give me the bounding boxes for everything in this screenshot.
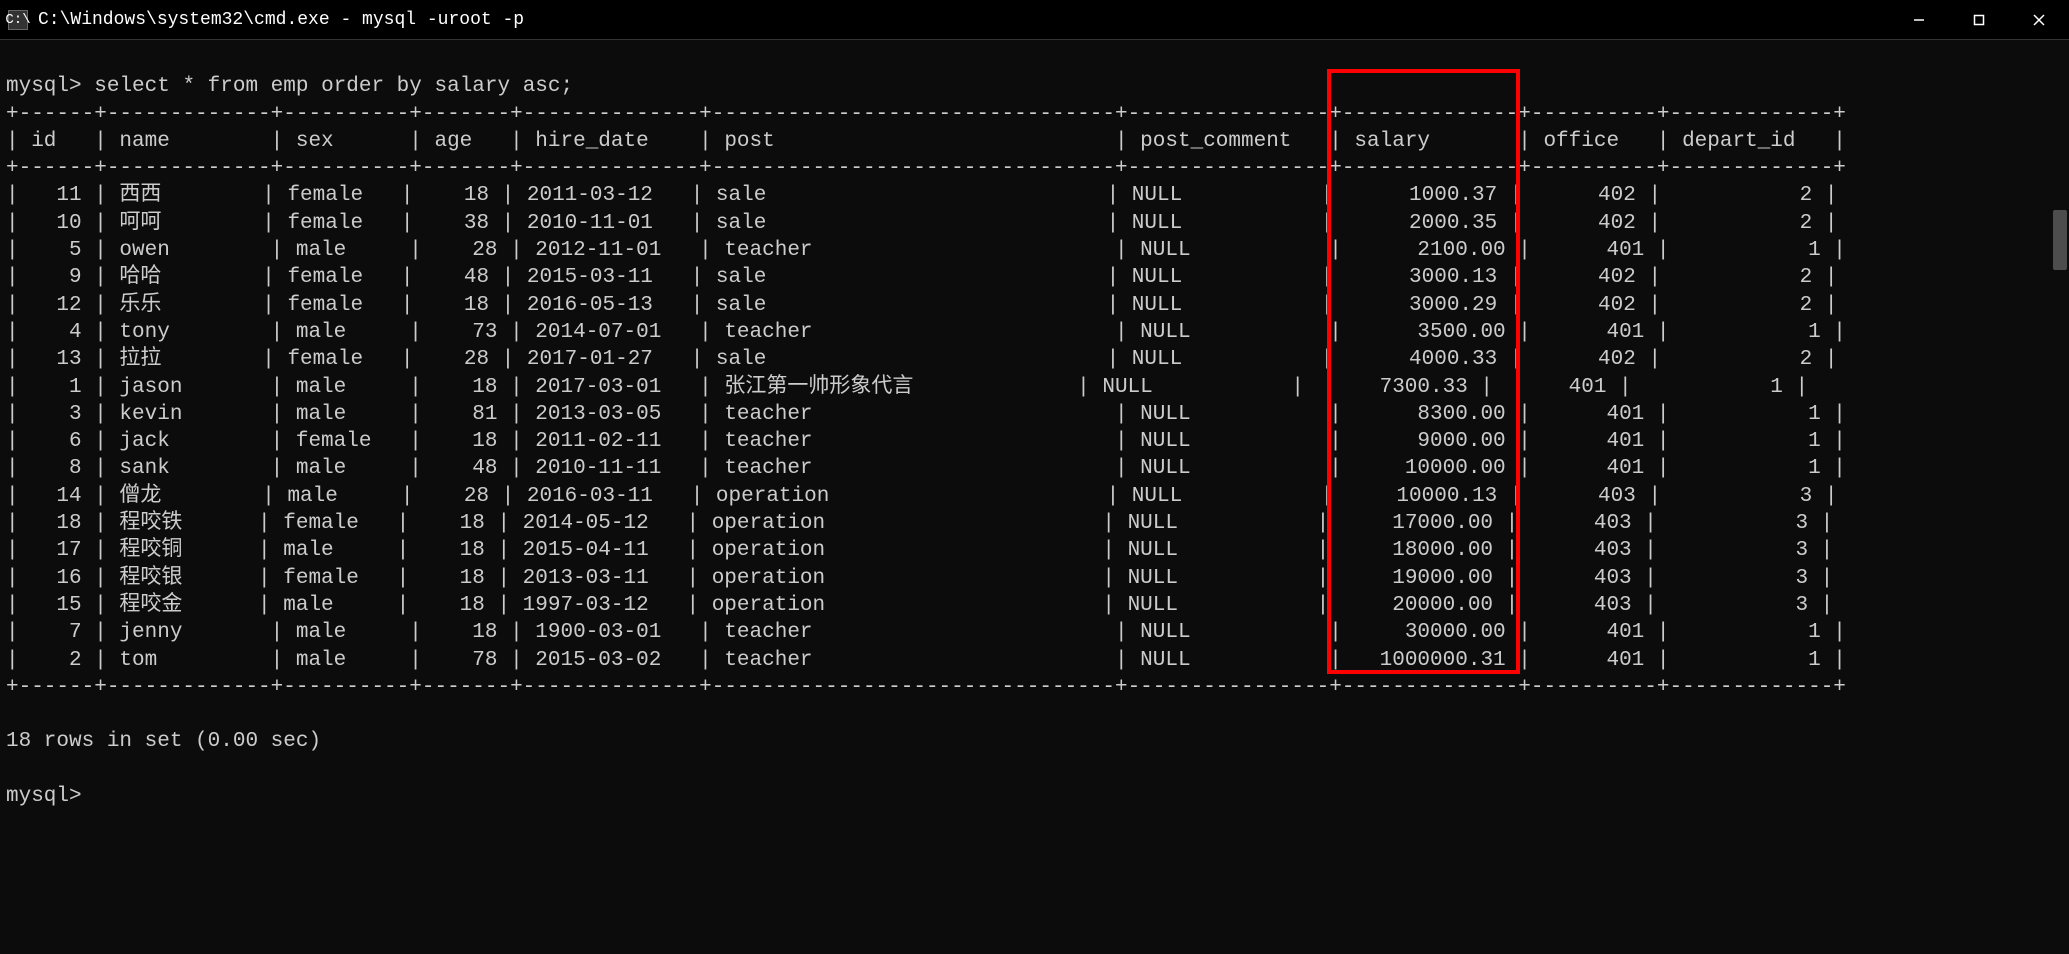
sql-query: select * from emp order by salary asc; — [94, 75, 573, 98]
table-output: +------+-------------+----------+-------… — [6, 103, 1846, 699]
cmd-window: C:\ C:\Windows\system32\cmd.exe - mysql … — [0, 0, 2069, 954]
terminal-body[interactable]: mysql> select * from emp order by salary… — [0, 40, 2069, 954]
mysql-prompt: mysql> — [6, 75, 82, 98]
titlebar[interactable]: C:\ C:\Windows\system32\cmd.exe - mysql … — [0, 0, 2069, 40]
scrollbar[interactable] — [2051, 40, 2069, 954]
query-line: mysql> select * from emp order by salary… — [6, 75, 573, 98]
window-icon: C:\ — [8, 10, 28, 30]
mysql-prompt-2: mysql> — [6, 785, 82, 808]
maximize-button[interactable] — [1949, 0, 2009, 39]
close-button[interactable] — [2009, 0, 2069, 39]
window-title: C:\Windows\system32\cmd.exe - mysql -uro… — [38, 10, 1889, 30]
scrollbar-thumb[interactable] — [2053, 210, 2067, 270]
minimize-button[interactable] — [1889, 0, 1949, 39]
window-controls — [1889, 0, 2069, 39]
result-footer: 18 rows in set (0.00 sec) — [6, 730, 321, 753]
